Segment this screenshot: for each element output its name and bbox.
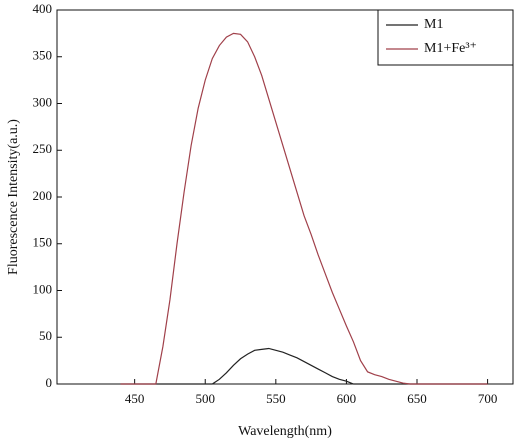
x-tick-label: 550 (266, 391, 286, 406)
series-line (120, 32, 488, 385)
y-tick-label: 350 (33, 48, 53, 63)
x-tick-label: 500 (195, 391, 215, 406)
x-axis-label: Wavelength(nm) (238, 424, 332, 439)
y-tick-label: 50 (39, 328, 52, 343)
y-tick-label: 250 (33, 141, 53, 156)
x-tick-label: 600 (337, 391, 357, 406)
legend-label: M1+Fe³⁺ (424, 41, 477, 56)
legend-label: M1 (424, 17, 443, 32)
y-tick-label: 150 (33, 235, 53, 250)
y-tick-label: 200 (33, 188, 53, 203)
plot-frame (56, 9, 514, 385)
x-tick-label: 450 (125, 391, 145, 406)
y-axis-label: Fluorescence Intensity(a.u.) (6, 119, 21, 275)
y-tick-label: 400 (33, 1, 53, 16)
x-tick-label: 650 (407, 391, 427, 406)
y-tick-label: 100 (33, 281, 53, 296)
x-tick-label: 700 (478, 391, 498, 406)
series-line (120, 347, 488, 385)
legend-box (377, 9, 514, 66)
y-tick-label: 0 (46, 375, 53, 390)
y-tick-label: 300 (33, 94, 53, 109)
